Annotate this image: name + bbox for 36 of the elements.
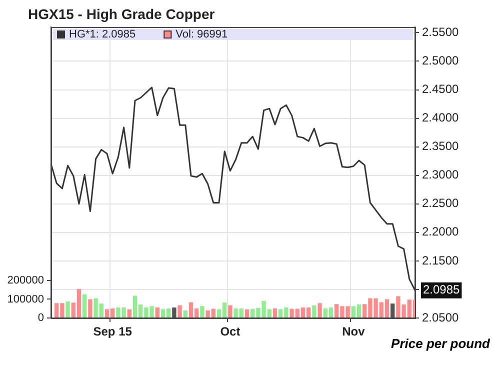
bar	[82, 294, 87, 318]
bar	[200, 306, 204, 318]
bar	[172, 307, 176, 318]
bar	[66, 301, 70, 318]
bar	[88, 299, 92, 318]
bar	[244, 309, 250, 318]
bar	[155, 307, 160, 318]
legend-label: HG*1: 2.0985	[69, 28, 136, 41]
y2-tick-label: 200000	[7, 274, 44, 286]
bar	[312, 305, 316, 318]
y-tick-label: 2.5000	[422, 54, 460, 68]
chart-title: HGX15 - High Grade Copper	[28, 6, 215, 22]
text: Price per pound	[391, 336, 490, 351]
bar	[390, 304, 395, 318]
x-tick-label: Nov	[342, 324, 366, 339]
y-tick-label: 2.1500	[422, 253, 460, 268]
text: 2.0985	[423, 282, 460, 297]
y-tick-label: 2.4000	[422, 110, 460, 125]
y-tick-label: 2.2000	[422, 224, 460, 239]
y-tick-label: 2.5500	[422, 25, 460, 40]
legend-label: Vol: 96991	[176, 28, 228, 41]
y-tick-label: 2.3000	[422, 168, 460, 182]
x-tick-label: Sep 15	[93, 324, 132, 339]
y2-tick-label: 0	[38, 312, 44, 324]
y-tick-label: 2.3500	[422, 139, 460, 154]
y-tick-label: 2.4500	[422, 82, 460, 96]
bar	[228, 305, 232, 318]
bar	[272, 308, 278, 318]
y-tick-label: 2.0500	[422, 310, 460, 324]
x-tick-label: Oct	[220, 324, 240, 339]
bar	[178, 305, 182, 318]
y2-tick-label: 100000	[7, 293, 44, 306]
bar	[318, 303, 322, 318]
bar	[183, 310, 188, 318]
y-tick-label: 2.2500	[422, 196, 460, 210]
bar	[127, 309, 132, 318]
